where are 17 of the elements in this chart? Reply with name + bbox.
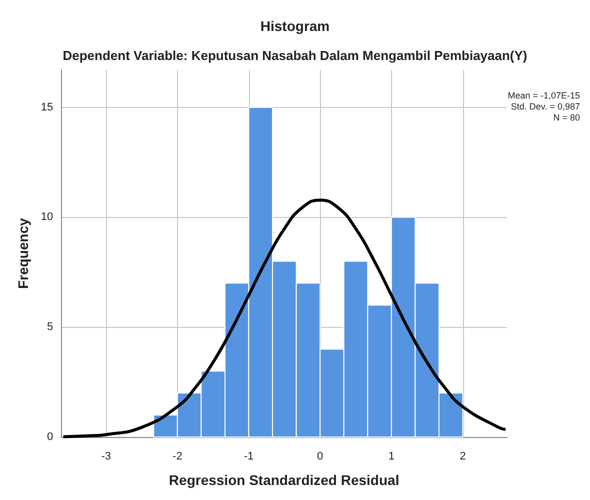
y-tick-label: 10 <box>40 211 54 224</box>
x-tick-label: -3 <box>101 450 111 462</box>
x-axis-title: Regression Standardized Residual <box>168 472 400 488</box>
y-tick-label: 0 <box>47 431 54 443</box>
text: Mean = -1,07E-15 <box>508 90 580 100</box>
chart-title: Histogram <box>260 18 330 34</box>
y-axis-title: Frequency <box>15 218 31 289</box>
y-tick-label: 5 <box>47 321 54 334</box>
x-tick-label: 0 <box>317 450 324 462</box>
text: N = 80 <box>553 112 580 122</box>
x-tick-label: 1 <box>388 450 394 462</box>
x-tick-label: 2 <box>460 450 466 462</box>
x-tick-label: -1 <box>244 450 254 462</box>
text: Std. Dev. = 0,987 <box>510 102 580 112</box>
x-tick-label: -2 <box>172 450 182 462</box>
chart-subtitle: Dependent Variable: Keputusan Nasabah Dalam Mengambil Pembiayaan(Y) <box>62 48 528 63</box>
y-tick-label: 15 <box>40 101 54 114</box>
